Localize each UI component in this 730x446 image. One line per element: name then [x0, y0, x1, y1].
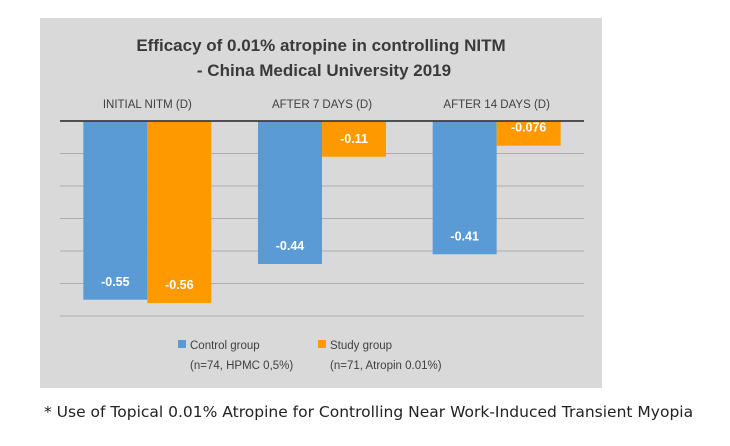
bar — [432, 121, 497, 255]
legend-swatch — [318, 340, 326, 348]
legend-label: Study group — [330, 340, 392, 352]
category-labels: INITIAL NITM (D) AFTER 7 DAYS (D) AFTER 14… — [103, 99, 550, 111]
data-label: -0.55 — [101, 275, 130, 289]
bar — [83, 121, 148, 300]
legend-swatch — [178, 340, 186, 348]
bar — [322, 121, 386, 157]
bar-chart: Efficacy of 0.01% atropine in controllin… — [60, 36, 584, 372]
data-label: -0.56 — [165, 278, 194, 292]
data-label: -0.41 — [450, 229, 479, 243]
chart-panel: Efficacy of 0.01% atropine in controllin… — [40, 18, 602, 388]
category-label: INITIAL NITM (D) — [103, 99, 192, 111]
bars — [83, 121, 561, 303]
data-labels: -0.55 -0.56 -0.44 -0.11 -0.41 -0.076 — [101, 121, 546, 292]
chart-title-line-1: Efficacy of 0.01% atropine in controllin… — [136, 36, 505, 55]
chart-title-line-2: - China Medical University 2019 — [197, 61, 451, 80]
data-label: -0.076 — [511, 121, 546, 135]
data-label: -0.11 — [340, 132, 368, 146]
legend: Control group (n=74, HPMC 0,5%) Study grou… — [178, 340, 442, 372]
bar — [147, 121, 212, 303]
legend-sublabel: (n=71, Atropin 0.01%) — [330, 360, 442, 372]
legend-sublabel: (n=74, HPMC 0,5%) — [190, 360, 293, 372]
data-label: -0.44 — [276, 239, 305, 253]
bar — [258, 121, 322, 264]
category-label: AFTER 7 DAYS (D) — [272, 99, 372, 111]
category-label: AFTER 14 DAYS (D) — [443, 99, 550, 111]
legend-label: Control group — [190, 340, 260, 352]
footnote: * Use of Topical 0.01% Atropine for Cont… — [44, 403, 694, 421]
bar — [496, 121, 561, 146]
